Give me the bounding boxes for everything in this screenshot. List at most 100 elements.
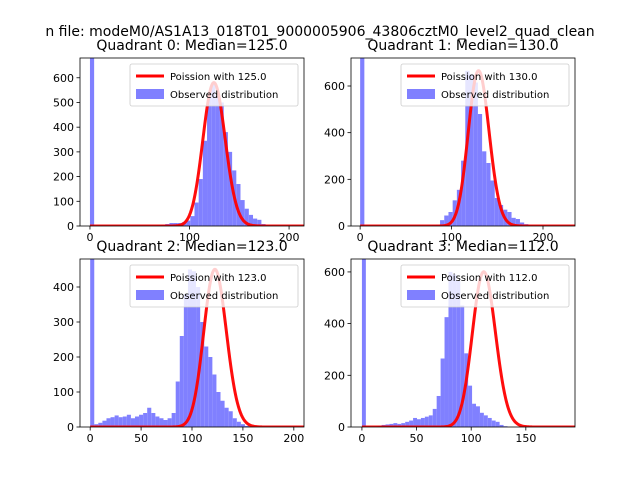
subplot-1: 0 100 200 0 200 400 600 Poission with 130.0 Obse… (324, 38, 576, 244)
histogram-bar (126, 414, 131, 427)
y-tick-label: 600 (324, 80, 345, 93)
histogram-bar (90, 259, 95, 427)
histogram-bar (436, 395, 441, 427)
histogram-bar (499, 424, 504, 427)
y-tick-label: 400 (324, 127, 345, 140)
y-tick-label: 400 (324, 318, 345, 331)
legend-label-observed: Observed distribution (170, 291, 278, 302)
y-tick-label: 300 (53, 316, 74, 329)
y-tick-label: 200 (324, 173, 345, 186)
histogram-bar (187, 269, 192, 427)
histogram-bar (244, 208, 249, 226)
histogram-bar (397, 423, 402, 427)
histogram-bar (486, 163, 491, 226)
histogram-bar (196, 287, 201, 427)
x-tick-label: 50 (134, 432, 148, 445)
legend-box (129, 63, 299, 107)
x-tick-label: 100 (461, 432, 482, 445)
histogram-bar (440, 358, 445, 427)
legend-hist-swatch (407, 89, 435, 99)
histogram-bar (240, 200, 245, 226)
histogram-bar (207, 97, 212, 226)
histogram-bar (143, 413, 148, 427)
histogram-bar (444, 317, 449, 427)
histogram-bar (220, 400, 225, 427)
y-tick-label: 0 (338, 421, 345, 434)
poisson-curve (89, 80, 304, 226)
histogram-bar (202, 140, 208, 226)
x-tick-label: 0 (86, 231, 93, 244)
histogram-bar (223, 132, 228, 226)
x-tick-label: 150 (232, 432, 253, 445)
x-tick-label: 150 (515, 432, 536, 445)
histogram-bar (361, 259, 366, 427)
histogram-bar (490, 180, 495, 226)
histogram-bar (175, 381, 180, 427)
legend-label-poisson: Poission with 123.0 (170, 273, 266, 284)
histogram-bar (122, 416, 127, 427)
histogram-bar (413, 417, 417, 427)
histogram-bar (190, 216, 195, 226)
histogram-bar (472, 403, 477, 427)
x-tick-label: 50 (410, 432, 424, 445)
histogram-bar (118, 417, 123, 427)
x-tick-label: 200 (279, 231, 300, 244)
legend-box (400, 264, 570, 308)
histogram-bar (448, 212, 453, 226)
legend-hist-swatch (136, 89, 164, 99)
x-tick-label: 0 (87, 432, 94, 445)
legend-label-poisson: Poission with 130.0 (441, 72, 537, 83)
histogram-bar (468, 385, 473, 427)
x-tick-label: 100 (179, 231, 200, 244)
subplot-title: Quadrant 2: Median=123.0 (96, 239, 287, 255)
histogram-bar (444, 215, 449, 226)
histogram-bar (416, 419, 421, 427)
y-tick-label: 200 (53, 171, 74, 184)
histogram-bar (240, 424, 245, 427)
legend-label-poisson: Poission with 112.0 (441, 273, 537, 284)
histogram-bar (473, 82, 478, 226)
histogram-bar (498, 205, 504, 226)
histogram-bar (211, 82, 216, 226)
histogram-bar (420, 417, 425, 427)
histogram-bar (236, 421, 241, 427)
figure-suptitle: n file: modeM0/AS1A13_018T01_9000005906_… (45, 24, 594, 40)
histogram-bar (89, 58, 95, 226)
y-tick-label: 100 (53, 195, 74, 208)
histogram-bar (130, 418, 135, 427)
legend: Poission with 125.0 Observed distribution (129, 63, 299, 107)
histogram-bar (401, 423, 406, 427)
histogram-bar (134, 416, 140, 427)
y-tick-label: 200 (324, 369, 345, 382)
histogram-bar (440, 220, 445, 226)
histogram-bar (163, 420, 168, 427)
subplot-3: 0 50 100 150 0 200 400 600 Poission with 112.0 Ob… (324, 239, 576, 445)
histogram-bar (482, 151, 487, 226)
subplot-title: Quadrant 0: Median=125.0 (96, 38, 287, 54)
y-tick-label: 300 (53, 146, 74, 159)
legend-hist-swatch (136, 290, 164, 300)
legend-label-observed: Observed distribution (170, 90, 278, 101)
histogram-bar (360, 58, 365, 226)
x-tick-label: 100 (182, 432, 203, 445)
histogram-bar (456, 280, 461, 427)
y-tick-label: 400 (53, 281, 74, 294)
histogram-bar (102, 420, 107, 427)
histogram-bar (219, 102, 224, 226)
axes-frame (79, 57, 305, 227)
histogram-bar (110, 417, 115, 427)
histogram-bar (257, 219, 262, 226)
y-tick-label: 0 (67, 421, 74, 434)
histogram-bar (476, 406, 480, 427)
histogram-bar (409, 420, 414, 427)
legend-label-observed: Observed distribution (441, 291, 549, 302)
legend-box (129, 264, 299, 308)
histogram-bar (216, 392, 221, 427)
x-tick-label: 200 (283, 432, 304, 445)
histogram-bar (389, 423, 394, 427)
histogram-bar (98, 422, 103, 427)
histogram-bar (215, 96, 220, 226)
histogram-bar (159, 418, 164, 427)
subplot-title: Quadrant 1: Median=130.0 (367, 38, 558, 54)
